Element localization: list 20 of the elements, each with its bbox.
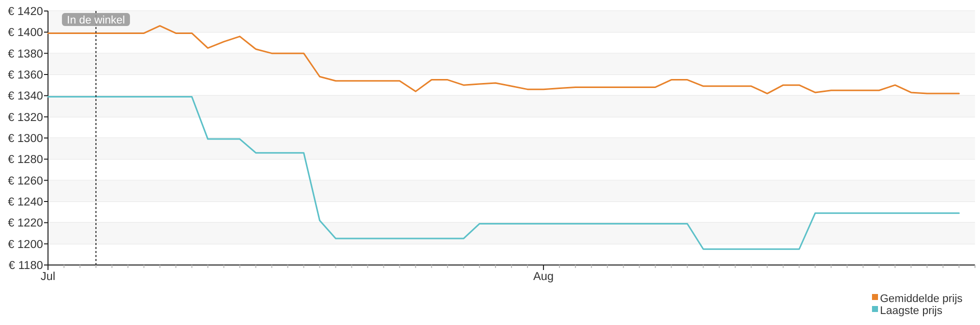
y-tick-label: € 1220 [8,218,43,230]
y-tick-label: € 1360 [8,70,43,82]
ref-line-label: In de winkel [66,14,125,26]
y-tick-label: € 1420 [8,6,43,18]
y-tick-label: € 1280 [8,154,43,166]
y-tick-label: € 1340 [8,90,43,103]
y-tick-label: € 1320 [8,112,43,124]
y-tick-label: € 1300 [8,133,43,146]
x-tick-label: Aug [533,271,554,283]
x-tick-label: Jul [40,271,56,283]
y-tick-label: € 1380 [8,48,43,60]
y-tick-label: € 1180 [8,260,43,272]
y-tick-label: € 1200 [8,238,43,251]
y-tick-label: € 1260 [8,175,43,188]
legend-label: Laagste prijs [880,304,943,317]
line-series [47,96,960,250]
legend-label: Gemiddelde prijs [880,292,964,305]
y-tick-label: € 1400 [8,27,43,40]
y-tick-label: € 1240 [8,196,43,209]
line-series [47,25,960,94]
